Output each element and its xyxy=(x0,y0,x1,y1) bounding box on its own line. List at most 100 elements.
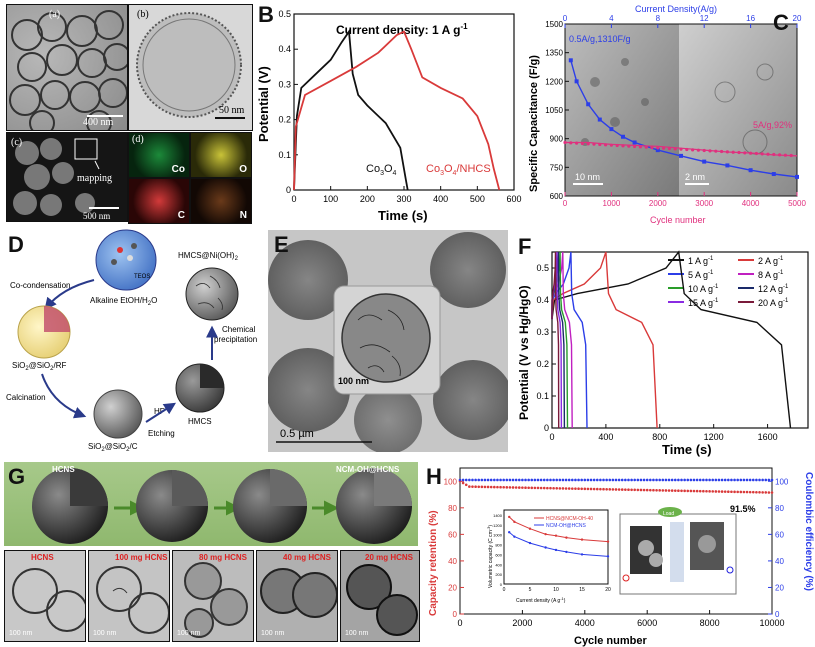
chart-h-point-retention xyxy=(567,487,571,490)
chart-c-scale-text-1: 10 nm xyxy=(575,172,600,182)
chart-h-point-efficiency xyxy=(767,478,771,482)
chart-c-ytick-label: 900 xyxy=(550,135,564,144)
g-tem-5-scale: 100 nm xyxy=(345,630,369,637)
scale-text-c: 500 nm xyxy=(83,211,111,221)
chart-c-point-cycle xyxy=(737,150,741,155)
chart-h-point-efficiency xyxy=(649,478,652,482)
chart-h-point-retention xyxy=(552,486,555,490)
chart-h-point-efficiency xyxy=(689,478,693,482)
chart-c-point-rate xyxy=(586,102,591,107)
chart-h-y2tick-label: 40 xyxy=(775,557,784,566)
chart-c-xtick-label: 3000 xyxy=(695,199,713,208)
chart-h-xlabel: Cycle number xyxy=(574,635,647,647)
chart-h-point-retention xyxy=(608,488,612,491)
chart-h-point-efficiency xyxy=(730,478,733,482)
chart-c-point-cycle xyxy=(650,145,654,150)
chart-b-series-0 xyxy=(293,29,409,191)
chart-h-point-efficiency xyxy=(608,478,612,482)
chart-h-point-efficiency xyxy=(558,478,562,482)
chart-c-point-cycle xyxy=(615,143,619,148)
chart-h-point-retention xyxy=(742,490,746,494)
chart-h-point-retention xyxy=(686,489,690,493)
chart-h-point-efficiency xyxy=(751,478,755,482)
chart-h-point-efficiency xyxy=(742,478,746,482)
tem-image-a: (a) 400 nm xyxy=(6,4,131,136)
chart-h-point-retention xyxy=(555,487,559,490)
panel-g-tem-row: HCNS 100 nm 100 mg HCNS 100 nm 80 mg HCN… xyxy=(4,550,420,642)
chart-h-point-retention xyxy=(599,487,602,491)
chart-c-point-cycle xyxy=(778,153,782,157)
panel-label-f: F xyxy=(518,234,532,259)
chart-h-inset-legend-1: HCNS@NCM-OH-40 xyxy=(546,516,593,522)
arrow-calcination xyxy=(41,373,87,419)
tem-e-particle xyxy=(354,386,422,452)
chart-h-point-efficiency xyxy=(514,478,518,482)
chart-h-point-retention xyxy=(639,488,643,492)
chart-c-point-cycle xyxy=(575,141,579,145)
chart-c-ytick-label: 1050 xyxy=(545,106,563,115)
chart-h-point-efficiency xyxy=(511,478,515,482)
chart-h-point-retention xyxy=(502,485,505,489)
chart-h-point-retention xyxy=(733,490,736,494)
map-c: C xyxy=(128,178,190,224)
chart-c-point-cycle xyxy=(754,151,758,156)
chart-b-xtick-label: 200 xyxy=(360,194,375,204)
chart-h-inset-point xyxy=(508,515,511,519)
precipitation-label: precipitation xyxy=(214,335,257,344)
chart-h-point-retention xyxy=(489,485,493,489)
chart-b-ytick-label: 0.3 xyxy=(278,79,291,89)
chart-h-ytick-label: 20 xyxy=(448,583,457,592)
chart-c-ytick-label: 1500 xyxy=(545,20,563,29)
panel-label-d: D xyxy=(8,232,24,257)
chart-h-inset-series-1 xyxy=(508,531,609,557)
chart-h-point-retention xyxy=(461,481,465,485)
chart-h-y2tick-label: 60 xyxy=(775,530,784,539)
chart-h-point-efficiency xyxy=(496,478,499,482)
chart-h-point-efficiency xyxy=(627,478,630,482)
chart-h-inset-point xyxy=(606,555,610,558)
panel-g-schematic: HCNS NCM-OH@HCNS xyxy=(32,465,412,544)
tem-e-inset-wrinkles xyxy=(357,309,405,377)
chart-h-inset-xtick-label: 0 xyxy=(503,587,506,593)
chart-c-point-rate xyxy=(609,127,614,132)
tem-e-particle xyxy=(433,360,508,440)
sio2-c-label: SiO2@SiO2/C xyxy=(88,442,138,453)
chart-h-point-efficiency xyxy=(474,478,477,482)
chart-h-inset-xtick-label: 5 xyxy=(529,587,532,593)
panel-label-b: B xyxy=(258,2,274,27)
chart-f-legend: 1 A g-1 2 A g-1 5 A g-1 8 A g-1 10 A g-1 12 A… xyxy=(668,256,789,308)
panel-a: A (a) 400 nm (b) 50 nm xyxy=(2,2,255,224)
chart-h-inset-point xyxy=(580,553,584,556)
chart-h-point-retention xyxy=(764,491,768,494)
chart-h-point-efficiency xyxy=(477,478,481,482)
chart-h-point-efficiency xyxy=(471,478,474,482)
g-tem-2-label: 100 mg HCNS xyxy=(115,553,168,562)
chart-c-x2tick-label: 0 xyxy=(563,14,568,23)
chart-c-point-rate xyxy=(771,172,776,177)
chart-h-point-retention xyxy=(661,489,665,492)
chart-c-ytick-label: 1200 xyxy=(545,77,563,86)
tem-image-c: (c) mapping 500 nm xyxy=(6,132,128,222)
chart-f: Time (s) Potential (V vs Hg/HgO) 1 A g-1… xyxy=(517,250,809,457)
chart-h-point-retention xyxy=(483,485,487,489)
g-tem-4-label: 40 mg HCNS xyxy=(283,553,332,562)
chart-h-inset-ytick-label: 0 xyxy=(500,582,503,587)
chart-h-point-efficiency xyxy=(489,478,493,482)
chart-h-point-retention xyxy=(474,485,477,489)
tem-image-e: 100 nm 0.5 µm xyxy=(268,230,508,452)
hmcs-cutaway xyxy=(200,364,224,388)
chart-c-point-cycle xyxy=(749,151,753,155)
chart-c-point-cycle xyxy=(714,149,718,153)
scale-text-b: 50 nm xyxy=(219,105,245,116)
chart-h-point-efficiency xyxy=(661,478,665,482)
chart-h-point-retention xyxy=(642,488,646,492)
chart-h-point-efficiency xyxy=(723,478,727,482)
chart-h-point-retention xyxy=(751,490,755,494)
panel-label-h: H xyxy=(426,464,442,489)
chart-h-xtick-label: 8000 xyxy=(700,618,720,628)
chart-c-point-cycle xyxy=(604,143,608,147)
chart-c-point-rate xyxy=(632,140,637,145)
chart-c-point-cycle xyxy=(638,145,642,149)
chart-h-point-efficiency xyxy=(695,478,699,482)
chart-b-xtick-label: 100 xyxy=(323,194,338,204)
